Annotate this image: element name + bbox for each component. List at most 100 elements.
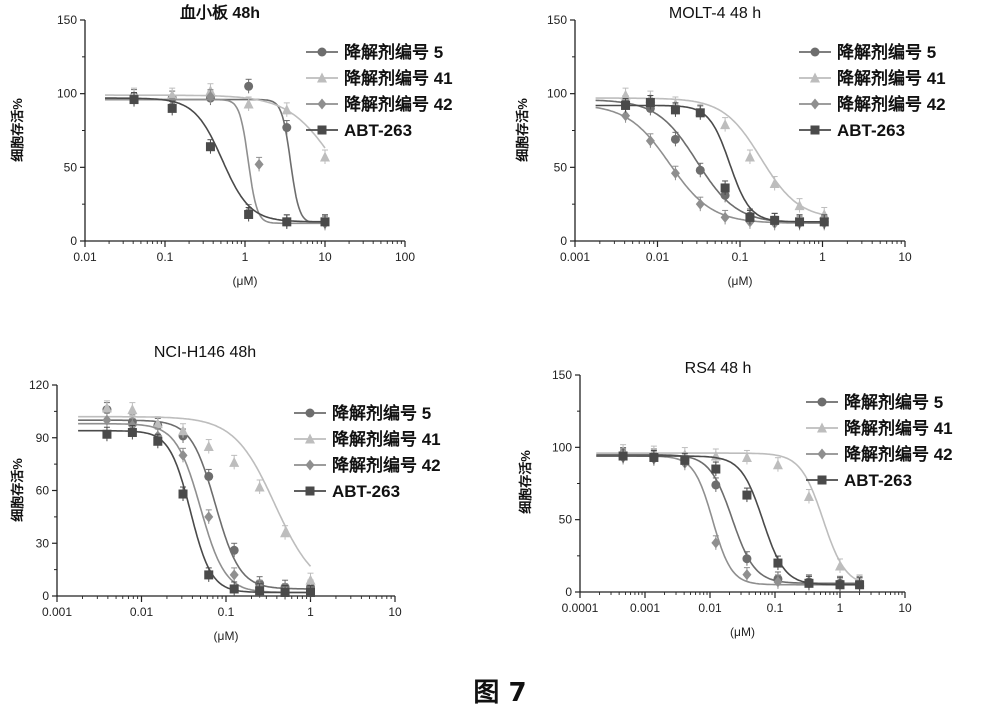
data-point (178, 425, 189, 436)
y-tick-label: 0 (42, 589, 49, 603)
fit-curve-five (105, 98, 325, 225)
data-point (720, 211, 730, 223)
chart-title: RS4 48 h (685, 360, 752, 377)
data-point (102, 429, 112, 439)
x-tick-label: 10 (388, 605, 402, 619)
data-point (320, 151, 330, 162)
data-point (711, 537, 721, 549)
data-point (102, 414, 112, 426)
chart-title: NCI-H146 48h (154, 344, 256, 361)
data-point (720, 183, 730, 193)
legend-label-five: 降解剂编号 5 (344, 42, 443, 62)
fit-curve-five (595, 99, 825, 224)
data-point (205, 142, 215, 152)
legend-marker-forty-two (810, 98, 820, 110)
y-tick-label: 0 (70, 234, 77, 248)
y-tick-label: 30 (36, 536, 50, 550)
legend-marker-five (817, 397, 827, 407)
x-axis-label: (μM) (214, 629, 239, 643)
legend-label-forty-two: 降解剂编号 42 (844, 444, 953, 464)
legend-marker-forty-two (817, 448, 827, 460)
x-tick-label: 0.01 (698, 601, 722, 615)
data-point (229, 545, 239, 555)
data-point (152, 418, 163, 429)
data-point (741, 451, 752, 462)
y-tick-label: 100 (547, 87, 567, 101)
x-axis-label: (μM) (233, 274, 258, 288)
data-point (320, 217, 330, 227)
data-point (254, 158, 264, 170)
chart-panel-3: NCI-H146 48h 0 30 60 90 120 0.001 0.01 0.1 1 10 (μM… (10, 344, 441, 643)
data-point (711, 464, 721, 474)
legend-marker-five (305, 408, 315, 418)
legend-label-five: 降解剂编号 5 (332, 403, 431, 423)
data-point (282, 123, 292, 133)
data-point (742, 554, 752, 564)
x-tick-label: 0.001 (560, 250, 590, 264)
legend: 降解剂编号 5 降解剂编号 41 降解剂编号 42 ABT-263 (306, 42, 453, 140)
legend-marker-abt-263 (317, 125, 327, 135)
chart-panel-4: RS4 48 h 0 50 100 150 0.0001 0.001 0.01 0.1 1 10 (μ… (518, 360, 953, 639)
data-point (711, 480, 721, 490)
data-point (127, 427, 137, 437)
data-point (770, 215, 780, 225)
legend-marker-forty-one (305, 433, 315, 444)
legend-marker-forty-one (810, 72, 820, 83)
x-tick-label: 0.0001 (562, 601, 599, 615)
data-point (101, 402, 112, 413)
data-point (645, 135, 655, 147)
fit-curve-forty-two (78, 422, 311, 594)
y-tick-label: 50 (554, 160, 568, 174)
series-forty-two (105, 89, 330, 231)
data-point (153, 436, 163, 446)
figure-caption: 图 7 (473, 678, 527, 708)
y-tick-label: 120 (29, 378, 49, 392)
data-point (620, 89, 631, 100)
y-tick-label: 150 (547, 13, 567, 27)
legend-label-forty-one: 降解剂编号 41 (344, 68, 453, 88)
legend: 降解剂编号 5 降解剂编号 41 降解剂编号 42 ABT-263 (799, 42, 946, 140)
data-point (695, 165, 705, 175)
data-point (695, 108, 705, 118)
data-point (773, 558, 783, 568)
legend-label-forty-one: 降解剂编号 41 (844, 418, 953, 438)
series-abt-263 (105, 92, 330, 229)
x-tick-label: 1 (307, 605, 314, 619)
fit-curve-abt-263 (596, 455, 860, 586)
y-tick-label: 0 (560, 234, 567, 248)
data-point (720, 119, 731, 130)
x-tick-label: 1 (819, 250, 826, 264)
chart-panel-2: MOLT-4 48 h 0 50 100 150 0.001 0.01 0.1 1 10 (μM) 细… (515, 5, 946, 288)
series-forty-one (78, 400, 316, 588)
data-point (167, 89, 178, 100)
data-point (742, 490, 752, 500)
fit-curve-abt-263 (595, 104, 825, 223)
data-point (178, 449, 188, 461)
data-point (306, 587, 315, 597)
data-point (773, 576, 783, 588)
data-point (772, 459, 783, 470)
fit-curve-forty-two (595, 106, 825, 224)
chart-panel-1: 血小板 48h 0 50 100 150 0.01 0.1 1 10 100 (μM) 细胞存活% 降解… (10, 3, 453, 288)
y-tick-label: 150 (57, 13, 77, 27)
legend-marker-five (810, 47, 820, 57)
data-point (744, 151, 755, 162)
data-point (129, 95, 139, 105)
data-point (281, 104, 292, 115)
data-point (204, 471, 214, 481)
data-point (769, 178, 780, 189)
data-point (695, 198, 705, 210)
data-point (203, 441, 214, 452)
x-tick-label: 1 (837, 601, 844, 615)
data-point (167, 103, 177, 113)
data-point (280, 527, 291, 538)
fit-curve-forty-two (105, 98, 325, 225)
data-point (178, 489, 188, 499)
data-point (127, 404, 138, 415)
data-point (621, 100, 631, 110)
legend-marker-forty-two (317, 98, 327, 110)
data-point (254, 481, 265, 492)
data-point (745, 212, 755, 222)
x-tick-label: 1 (242, 250, 249, 264)
y-tick-label: 0 (565, 585, 572, 599)
